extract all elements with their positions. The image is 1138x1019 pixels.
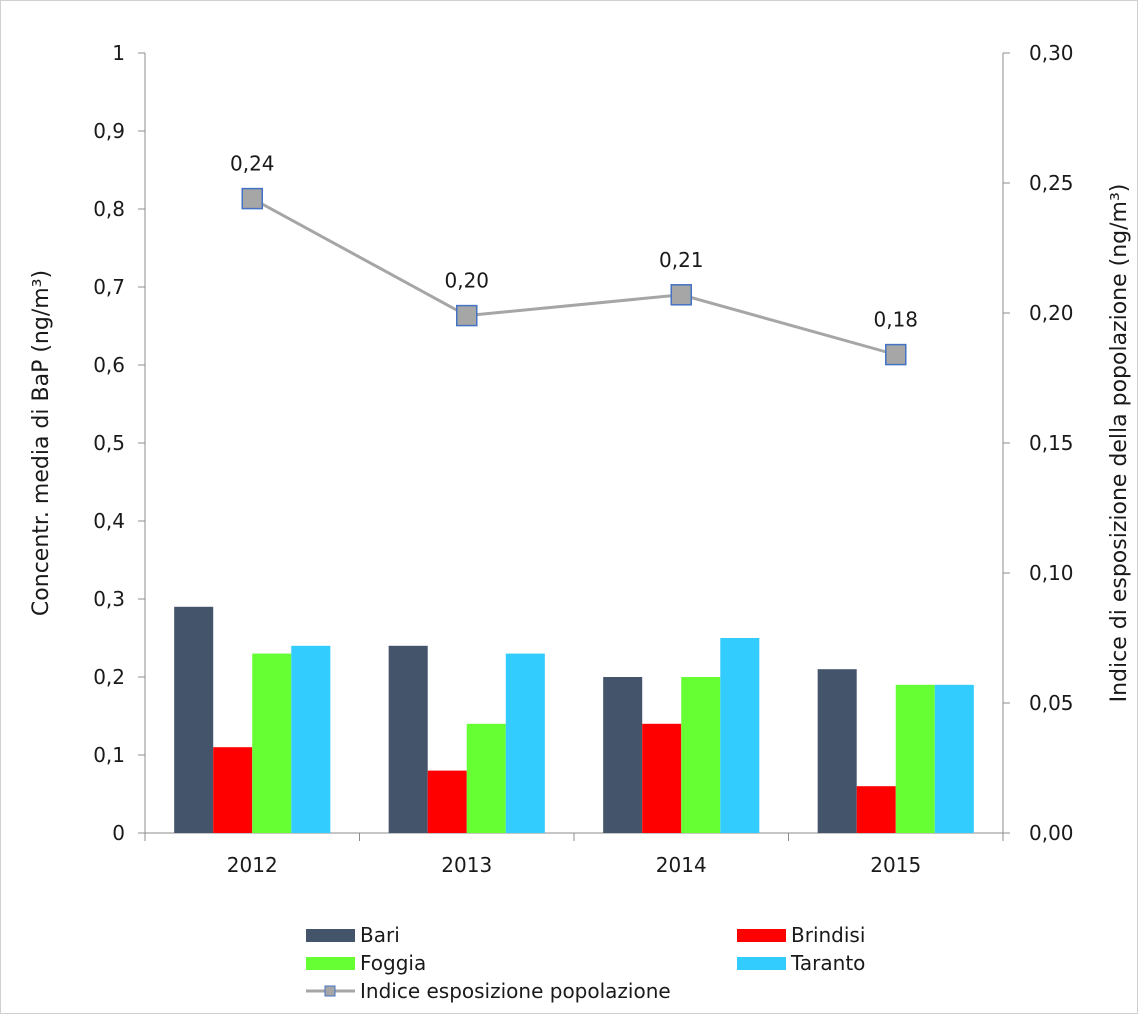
bar-taranto-2013: [505, 653, 545, 833]
y-tick-label-right: 0,10: [1029, 561, 1074, 585]
legend-swatch-marker-indice: [324, 985, 336, 997]
y-tick-label-right: 0,30: [1029, 41, 1074, 65]
y-tick-label-left: 0,3: [93, 587, 125, 611]
y-tick-label-left: 0,6: [93, 353, 125, 377]
line-marker-2014: [670, 284, 692, 306]
bar-brindisi-2015: [856, 786, 896, 833]
y-tick-label-right: 0,05: [1029, 691, 1074, 715]
y-tick-label-right: 0,00: [1029, 821, 1074, 845]
y-axis-title-right: Indice di esposizione della popolazione …: [1107, 184, 1132, 703]
line-marker-2012: [241, 187, 263, 210]
y-tick-label-left: 0,5: [93, 431, 125, 455]
x-tick-label: 2012: [227, 853, 278, 877]
legend-swatch-foggia: [306, 957, 355, 970]
bar-foggia-2015: [895, 684, 935, 833]
y-tick-label-right: 0,15: [1029, 431, 1074, 455]
x-tick-label: 2015: [870, 853, 921, 877]
y-tick-label-left: 0,8: [93, 197, 125, 221]
y-tick-label-left: 0,9: [93, 119, 125, 143]
line-data-label: 0,18: [873, 308, 918, 332]
y-tick-label-left: 0,2: [93, 665, 125, 689]
legend-label-brindisi: Brindisi: [791, 923, 865, 947]
x-tick-label: 2013: [441, 853, 492, 877]
x-tick-label: 2014: [656, 853, 707, 877]
bar-taranto-2015: [934, 684, 974, 833]
line-data-label: 0,20: [444, 269, 489, 293]
y-tick-label-right: 0,20: [1029, 301, 1074, 325]
legend-swatch-bari: [306, 929, 355, 942]
line-indice-esposizione: [251, 197, 897, 357]
y-tick-label-left: 0,1: [93, 743, 125, 767]
bar-bari-2013: [388, 645, 428, 833]
bar-brindisi-2013: [427, 770, 467, 833]
line-marker-2013: [456, 304, 478, 327]
bar-foggia-2014: [681, 677, 721, 833]
legend-swatch-brindisi: [737, 929, 786, 942]
bar-bari-2012: [174, 606, 214, 833]
bar-bari-2014: [603, 677, 643, 833]
line-marker-2015: [885, 343, 907, 366]
bar-taranto-2012: [291, 645, 331, 833]
bar-bari-2015: [817, 669, 857, 833]
y-tick-label-left: 1: [112, 41, 125, 65]
y-tick-label-left: 0: [112, 821, 125, 845]
y-axis-title-left: Concentr. media di BaP (ng/m³): [29, 270, 54, 616]
bar-taranto-2014: [720, 638, 760, 833]
bar-brindisi-2014: [642, 723, 682, 833]
line-data-label: 0,24: [230, 152, 275, 176]
y-tick-label-left: 0,4: [93, 509, 125, 533]
line-data-label: 0,21: [659, 248, 704, 272]
legend-label-foggia: Foggia: [360, 951, 426, 975]
y-tick-label-left: 0,7: [93, 275, 125, 299]
bar-foggia-2013: [466, 723, 506, 833]
bar-foggia-2012: [252, 653, 292, 833]
bar-brindisi-2012: [213, 747, 253, 833]
y-tick-label-right: 0,25: [1029, 171, 1074, 195]
legend-label-taranto: Taranto: [790, 951, 865, 975]
legend-swatch-taranto: [737, 957, 786, 970]
legend-label-indice: Indice esposizione popolazione: [360, 979, 671, 1003]
legend-label-bari: Bari: [360, 923, 400, 947]
